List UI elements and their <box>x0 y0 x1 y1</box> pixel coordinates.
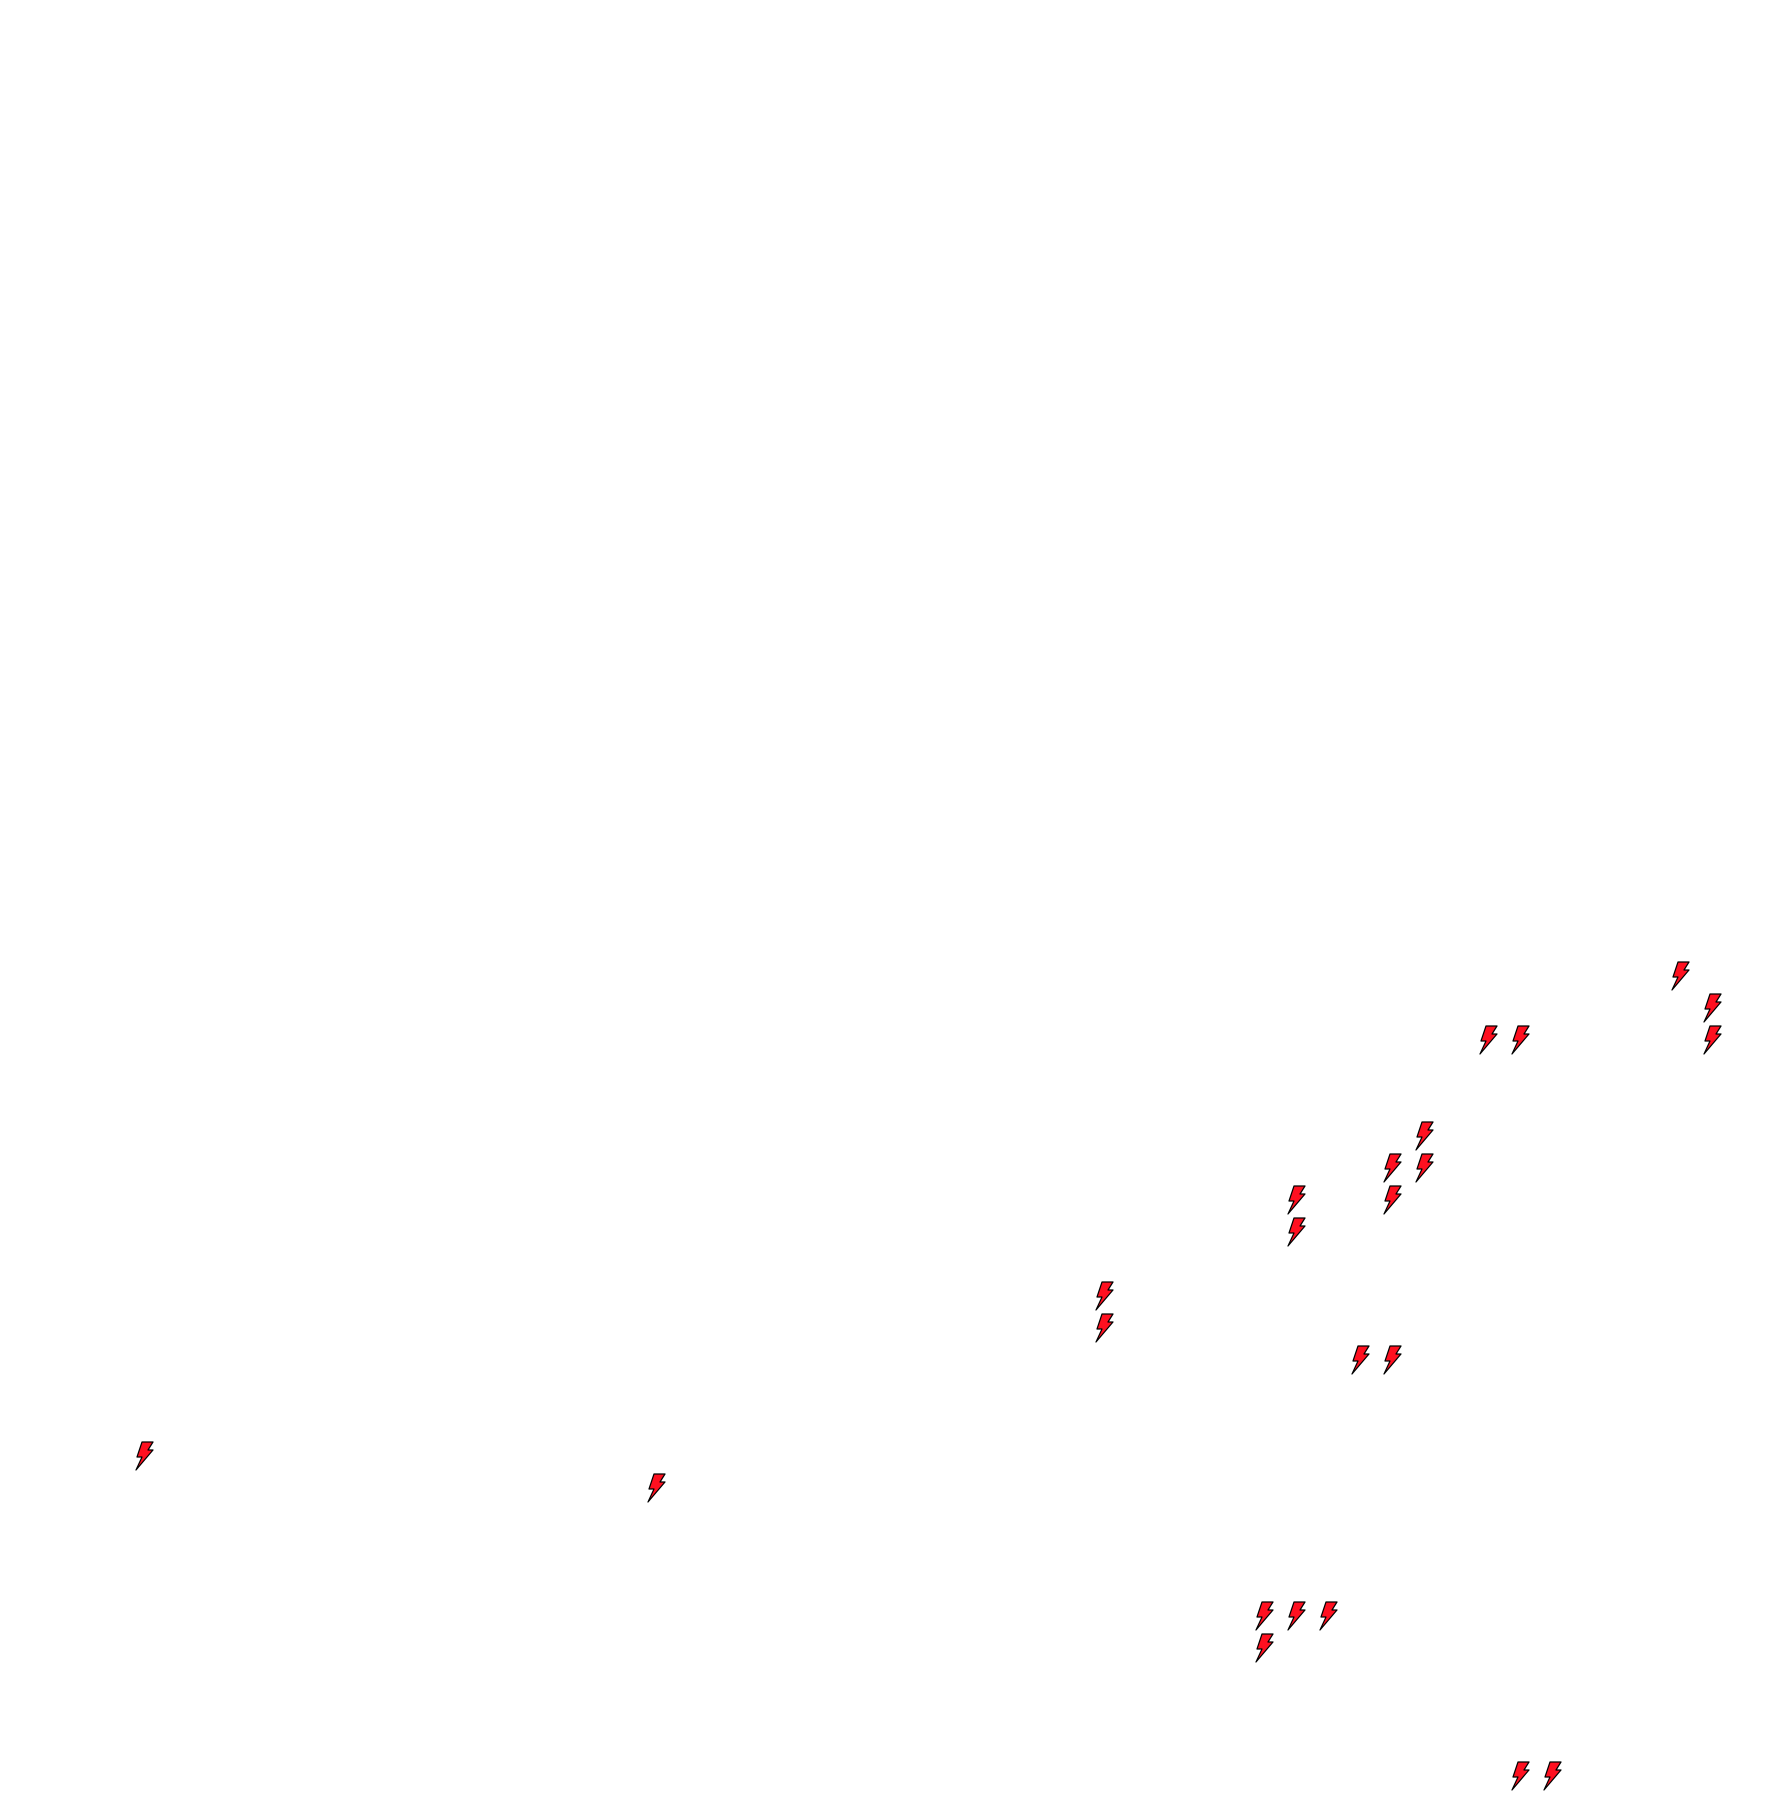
lightning-bolt-icon[interactable] <box>1671 961 1690 991</box>
lightning-bolt-icon[interactable] <box>647 1473 666 1503</box>
lightning-bolt-icon[interactable] <box>135 1441 154 1471</box>
lightning-bolt-icon[interactable] <box>1383 1185 1402 1215</box>
lightning-bolt-icon[interactable] <box>1287 1217 1306 1247</box>
lightning-bolt-icon[interactable] <box>1415 1153 1434 1183</box>
lightning-bolt-icon[interactable] <box>1319 1601 1338 1631</box>
lightning-bolt-icon[interactable] <box>1511 1761 1530 1791</box>
lightning-bolt-icon[interactable] <box>1255 1601 1274 1631</box>
lightning-bolt-icon[interactable] <box>1255 1633 1274 1663</box>
lightning-bolt-icon[interactable] <box>1703 993 1722 1023</box>
lightning-bolt-icon[interactable] <box>1095 1281 1114 1311</box>
lightning-bolt-icon[interactable] <box>1479 1025 1498 1055</box>
lightning-bolt-icon[interactable] <box>1511 1025 1530 1055</box>
lightning-bolt-icon[interactable] <box>1351 1345 1370 1375</box>
lightning-bolt-icon[interactable] <box>1415 1121 1434 1151</box>
lightning-bolt-icon[interactable] <box>1287 1185 1306 1215</box>
lightning-bolt-icon[interactable] <box>1543 1761 1562 1791</box>
lightning-bolt-icon[interactable] <box>1287 1601 1306 1631</box>
lightning-bolt-icon[interactable] <box>1703 1025 1722 1055</box>
lightning-bolt-icon[interactable] <box>1095 1313 1114 1343</box>
lightning-bolt-icon[interactable] <box>1383 1345 1402 1375</box>
lightning-bolt-icon[interactable] <box>1383 1153 1402 1183</box>
